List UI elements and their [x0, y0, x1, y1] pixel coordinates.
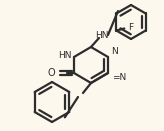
Text: N: N	[111, 48, 118, 56]
Text: =N: =N	[112, 72, 126, 81]
Text: HN: HN	[95, 31, 109, 40]
Text: F: F	[128, 23, 133, 32]
Text: HN: HN	[59, 51, 72, 61]
Text: O: O	[47, 68, 55, 78]
